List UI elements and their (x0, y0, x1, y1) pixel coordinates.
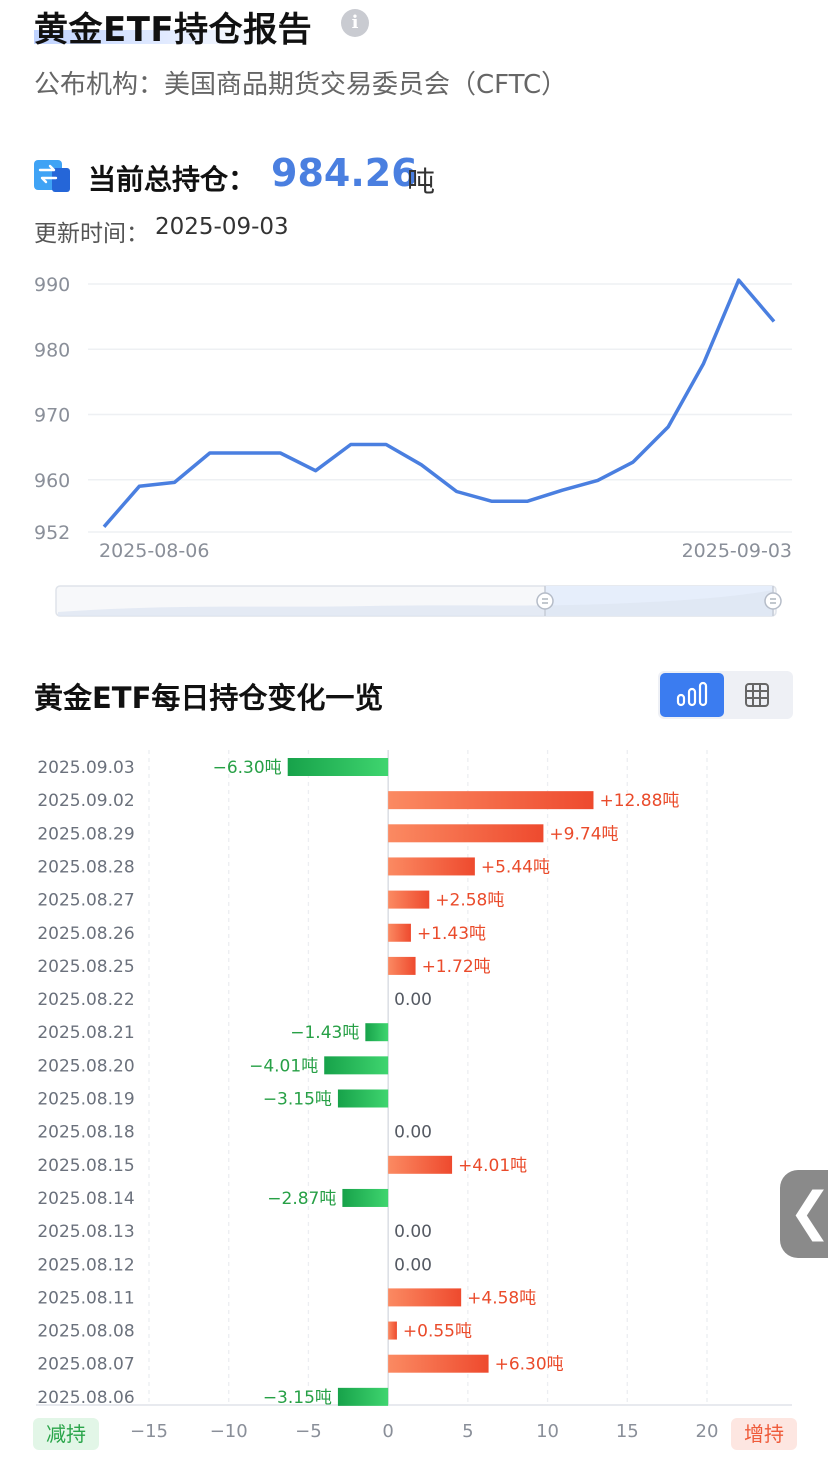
bar-increase (388, 890, 430, 909)
bar-value-label: +0.55吨 (403, 1322, 472, 1342)
update-time-value: 2025-09-03 (155, 214, 289, 240)
update-time-label: 更新时间： (34, 221, 149, 247)
bar-chart-category-label: 2025.08.25 (37, 957, 134, 977)
slider-preview (58, 590, 774, 616)
bar-chart-category-label: 2025.08.19 (37, 1090, 134, 1110)
bar-decrease (287, 758, 389, 776)
transfer-icon (34, 160, 70, 192)
line-chart-xtick: 2025-08-06 (99, 540, 209, 560)
total-holding-value: 984.26 (271, 151, 418, 195)
slider-handle (536, 592, 554, 610)
bar-value-label: +1.72吨 (422, 957, 491, 977)
bar-decrease (342, 1188, 389, 1207)
bar-chart-category-label: 2025.08.26 (37, 924, 134, 944)
bar-chart-category-label: 2025.08.14 (37, 1189, 134, 1209)
bar-value-label: +12.88吨 (599, 791, 679, 811)
bar-increase (388, 1155, 453, 1174)
bar-increase (388, 956, 416, 975)
bar-chart-category-label: 2025.08.20 (37, 1056, 134, 1076)
bar-chart-category-label: 2025.08.18 (37, 1123, 134, 1143)
bar-chart-icon (676, 681, 708, 707)
total-holding-label: 当前总持仓： (88, 163, 257, 196)
bar-chart-xtick: −5 (295, 1421, 322, 1442)
bar-chart-category-label: 2025.08.07 (37, 1355, 134, 1375)
legend-increase: 增持 (731, 1418, 797, 1450)
line-chart-xtick: 2025-09-03 (682, 540, 792, 560)
bar-value-label: +6.30吨 (495, 1355, 564, 1375)
line-chart-ytick: 990 (34, 274, 70, 296)
bar-chart-category-label: 2025.08.12 (37, 1255, 134, 1275)
bar-value-label: +4.01吨 (458, 1156, 527, 1176)
bar-decrease (337, 1089, 389, 1108)
bar-increase (388, 923, 411, 942)
bar-chart-category-label: 2025.08.28 (37, 857, 134, 877)
total-holding-unit: 吨 (407, 165, 436, 198)
slider-handle (764, 592, 782, 610)
bar-chart-xtick: −10 (210, 1421, 248, 1442)
bar-chart-xtick: 0 (382, 1421, 393, 1442)
bar-chart-category-label: 2025.08.13 (37, 1222, 134, 1242)
page-title: 黄金ETF持仓报告 (34, 10, 313, 50)
bar-chart-view-button[interactable] (660, 673, 724, 717)
bar-increase (388, 1288, 462, 1307)
bar-chart-category-label: 2025.08.21 (37, 1023, 134, 1043)
bar-chart-category-label: 2025.08.29 (37, 824, 134, 844)
line-chart-ytick: 960 (34, 470, 70, 492)
side-panel-handle[interactable]: ❮ (780, 1170, 828, 1258)
table-view-button[interactable] (724, 673, 791, 717)
bar-increase (388, 857, 475, 876)
bar-value-label: 0.00 (394, 1123, 432, 1143)
bar-decrease (337, 1387, 389, 1406)
line-chart-ytick: 980 (34, 339, 70, 361)
info-icon[interactable]: i (341, 9, 369, 37)
bar-chart-xtick: 15 (616, 1421, 639, 1442)
bar-value-label: +5.44吨 (481, 857, 550, 877)
holding-line-series (102, 278, 776, 528)
line-chart-ytick: 952 (34, 522, 70, 544)
line-chart-ytick: 970 (34, 405, 70, 427)
bar-chart-category-label: 2025.08.22 (37, 990, 134, 1010)
range-slider[interactable] (50, 582, 790, 622)
bar-chart-category-label: 2025.08.15 (37, 1156, 134, 1176)
bar-value-label: 0.00 (394, 1222, 432, 1242)
bar-chart-category-label: 2025.09.02 (37, 791, 134, 811)
bar-chart-xtick: 10 (536, 1421, 559, 1442)
bar-value-label: 0.00 (394, 1255, 432, 1275)
bar-chart-category-label: 2025.08.08 (37, 1322, 134, 1342)
bar-value-label: +9.74吨 (549, 824, 618, 844)
bar-decrease (365, 1023, 389, 1042)
bar-increase (388, 824, 544, 843)
daily-change-bar-chart: −15 −10 −5 0 5 10 15 20 2025.09.03 −6.30吨 2025.09.… (36, 750, 792, 1442)
bar-value-label: −2.87吨 (267, 1189, 336, 1209)
bar-value-label: −1.43吨 (290, 1023, 359, 1043)
legend-decrease: 减持 (33, 1418, 99, 1450)
bar-value-label: 0.00 (394, 990, 432, 1010)
bar-increase (388, 1321, 397, 1340)
bar-value-label: −3.15吨 (263, 1388, 332, 1408)
bar-chart-category-label: 2025.08.27 (37, 891, 134, 911)
bar-value-label: −3.15吨 (263, 1090, 332, 1110)
bar-chart-xtick: 20 (696, 1421, 719, 1442)
bar-chart-category-label: 2025.09.03 (37, 758, 134, 778)
bar-value-label: +1.43吨 (417, 924, 486, 944)
bar-value-label: −6.30吨 (213, 758, 282, 778)
bar-chart-category-label: 2025.08.06 (37, 1388, 134, 1408)
bar-value-label: +2.58吨 (435, 891, 504, 911)
table-icon (745, 683, 769, 707)
bar-increase (388, 1354, 489, 1373)
bar-value-label: +4.58吨 (467, 1288, 536, 1308)
bar-chart-xtick: 5 (462, 1421, 473, 1442)
chevron-left-icon: ❮ (788, 1182, 828, 1242)
publisher-text: 公布机构：美国商品期货交易委员会（CFTC） (34, 70, 568, 100)
bar-increase (388, 791, 594, 810)
bar-chart-category-label: 2025.08.11 (37, 1288, 134, 1308)
holding-line-chart: 952 960 970 980 990 2025-08-06 2025-09-03 (34, 274, 792, 560)
bar-chart-xtick: −15 (130, 1421, 168, 1442)
bar-decrease (324, 1056, 389, 1075)
title-highlight (34, 30, 284, 44)
daily-change-title: 黄金ETF每日持仓变化一览 (34, 681, 384, 715)
bar-value-label: −4.01吨 (249, 1056, 318, 1076)
